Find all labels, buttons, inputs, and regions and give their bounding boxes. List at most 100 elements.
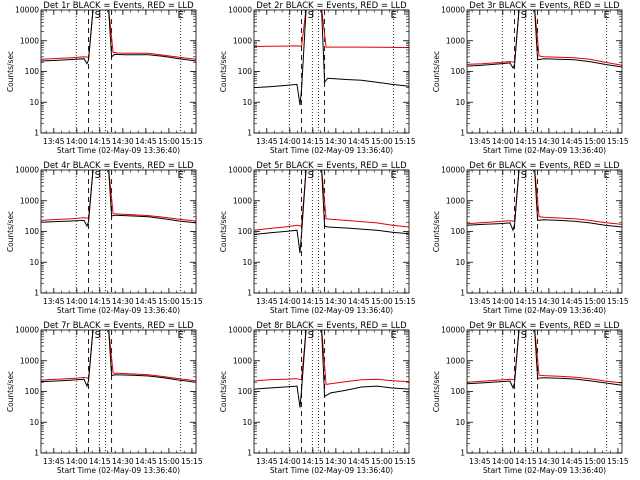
x-tick-label: 15:15 (181, 137, 203, 146)
x-tick-label: 15:15 (607, 457, 629, 466)
annotation-e: E (177, 170, 183, 181)
x-tick-label: 14:30 (325, 297, 347, 306)
x-tick-label: 13:45 (469, 137, 491, 146)
x-tick-label: 14:45 (135, 457, 157, 466)
x-tick-label: 13:45 (43, 457, 65, 466)
y-axis-label: Counts/sec (6, 211, 15, 252)
x-tick-label: 14:15 (302, 457, 324, 466)
panel-4: Det 4r BLACK = Events, RED = LLD 1 10 100 10… (6, 161, 203, 315)
x-tick-label: 15:15 (181, 457, 203, 466)
x-tick-label: 14:00 (279, 457, 301, 466)
series-line-events (467, 170, 622, 232)
annotation-s: S (95, 330, 101, 341)
annotation-s: S (308, 170, 314, 181)
x-tick-label: 14:00 (66, 457, 88, 466)
x-tick-label: 14:15 (302, 297, 324, 306)
y-tick-label: 1000 (20, 356, 39, 365)
x-tick-label: 14:30 (538, 137, 560, 146)
y-axis-label: Counts/sec (432, 51, 441, 92)
x-axis-label: Start Time (02-May-09 13:36:40) (57, 306, 180, 315)
x-tick-label: 14:15 (89, 457, 111, 466)
series-line-events (254, 330, 409, 408)
annotation-e: E (177, 10, 183, 21)
series-line-events (41, 10, 196, 65)
y-tick-label: 10000 (228, 326, 252, 335)
y-tick-label: 100 (451, 387, 466, 396)
annotation-e: E (603, 10, 609, 21)
x-tick-label: 15:15 (607, 137, 629, 146)
x-tick-label: 14:00 (492, 457, 514, 466)
panel-8: Det 8r BLACK = Events, RED = LLD 1 10 100 10… (219, 321, 416, 475)
series-line-lld (254, 330, 409, 385)
y-axis-label: Counts/sec (6, 371, 15, 412)
y-tick-label: 10 (242, 98, 252, 107)
series-line-lld (254, 170, 409, 231)
panel-7: Det 7r BLACK = Events, RED = LLD 1 10 100 10… (6, 321, 203, 475)
x-axis-label: Start Time (02-May-09 13:36:40) (270, 146, 393, 155)
x-tick-label: 14:15 (89, 137, 111, 146)
annotation-e: E (603, 170, 609, 181)
x-tick-label: 14:00 (66, 137, 88, 146)
x-tick-label: 14:00 (492, 297, 514, 306)
y-tick-label: 10 (242, 418, 252, 427)
x-tick-label: 15:00 (371, 297, 393, 306)
series-line-events (41, 330, 196, 388)
x-tick-label: 15:00 (584, 297, 606, 306)
y-tick-label: 1000 (446, 36, 465, 45)
x-tick-label: 15:00 (158, 297, 180, 306)
panel-9: Det 9r BLACK = Events, RED = LLD 1 10 100 10… (432, 321, 629, 475)
x-tick-label: 13:45 (469, 297, 491, 306)
x-tick-label: 14:15 (515, 457, 537, 466)
panel-title: Det 5r BLACK = Events, RED = LLD (256, 161, 407, 171)
x-tick-label: 14:30 (538, 297, 560, 306)
x-tick-label: 14:00 (279, 137, 301, 146)
series-line-lld (254, 10, 409, 49)
series-line-events (254, 10, 409, 106)
y-tick-label: 1000 (233, 356, 252, 365)
x-tick-label: 15:00 (158, 457, 180, 466)
y-tick-label: 10000 (228, 166, 252, 175)
x-axis-label: Start Time (02-May-09 13:36:40) (270, 306, 393, 315)
series-line-lld (467, 330, 622, 384)
x-tick-label: 13:45 (43, 297, 65, 306)
x-tick-label: 14:15 (89, 297, 111, 306)
y-tick-label: 10000 (15, 6, 39, 15)
x-tick-label: 13:45 (256, 297, 278, 306)
x-tick-label: 14:30 (325, 137, 347, 146)
y-tick-label: 1 (460, 449, 465, 458)
y-tick-label: 100 (25, 67, 40, 76)
x-tick-label: 13:45 (256, 137, 278, 146)
annotation-s: S (95, 10, 101, 21)
y-tick-label: 10000 (15, 166, 39, 175)
y-tick-label: 1 (460, 129, 465, 138)
panel-title: Det 4r BLACK = Events, RED = LLD (43, 161, 194, 171)
y-axis-label: Counts/sec (6, 51, 15, 92)
y-tick-label: 1 (460, 289, 465, 298)
y-tick-label: 1000 (20, 196, 39, 205)
panel-title: Det 6r BLACK = Events, RED = LLD (469, 161, 620, 171)
series-line-events (41, 170, 196, 228)
panel-2: Det 2r BLACK = Events, RED = LLD 1 10 100 10… (219, 1, 416, 155)
y-tick-label: 1000 (446, 356, 465, 365)
annotation-s: S (308, 10, 314, 21)
annotation-s: S (521, 330, 527, 341)
series-line-events (467, 330, 622, 390)
x-tick-label: 14:15 (515, 137, 537, 146)
panel-3: Det 3r BLACK = Events, RED = LLD 1 10 100 10… (432, 1, 629, 155)
y-axis-label: Counts/sec (219, 371, 228, 412)
plot-frame (40, 9, 197, 134)
y-tick-label: 10 (29, 98, 39, 107)
x-tick-label: 15:00 (584, 137, 606, 146)
plot-frame (466, 329, 623, 454)
y-tick-label: 10 (29, 418, 39, 427)
x-axis-label: Start Time (02-May-09 13:36:40) (57, 466, 180, 475)
y-tick-label: 1 (34, 289, 39, 298)
series-line-lld (467, 10, 622, 66)
series-line-lld (41, 10, 196, 60)
plot-frame (40, 329, 197, 454)
x-tick-label: 14:30 (325, 457, 347, 466)
y-tick-label: 1 (34, 129, 39, 138)
annotation-s: S (95, 170, 101, 181)
